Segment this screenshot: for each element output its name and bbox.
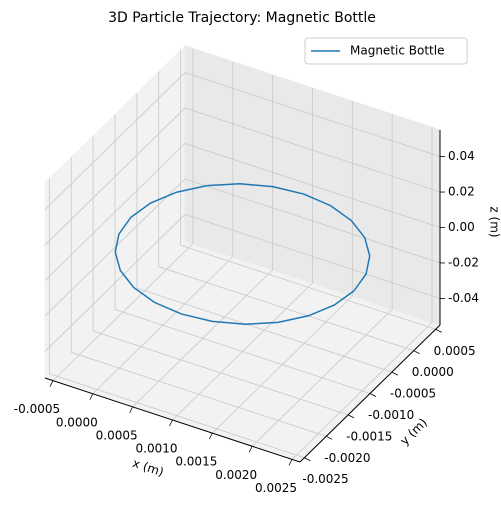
tick-mark — [326, 435, 333, 440]
grid-line — [184, 107, 441, 193]
tick-mark — [169, 419, 173, 427]
grid-line — [184, 178, 441, 264]
grid-line — [44, 178, 186, 317]
y-tick-label: -0.0015 — [346, 429, 392, 443]
trajectory-line — [114, 182, 371, 326]
tick-mark — [288, 459, 293, 466]
x-tick-label: 0.0005 — [96, 428, 138, 442]
grid-line — [44, 143, 186, 281]
z-axis-label: z (m) — [488, 206, 501, 237]
y-tick-label: 0.0000 — [412, 365, 454, 379]
grid-line — [184, 214, 441, 299]
tick-mark — [391, 371, 399, 376]
tick-mark — [347, 414, 355, 419]
x-axis — [44, 377, 301, 463]
tick-mark — [129, 406, 134, 414]
y-tick-label: -0.0020 — [324, 451, 370, 465]
grid-line — [71, 351, 327, 437]
tick-mark — [248, 446, 253, 453]
y-tick-label: -0.0005 — [390, 387, 436, 401]
grid-line — [44, 214, 186, 352]
tick-mark — [49, 380, 54, 387]
grid-line — [92, 330, 349, 416]
x-tick-label: 0.0025 — [255, 481, 297, 495]
x-tick-label: 0.0010 — [136, 442, 178, 456]
grid-line — [158, 266, 414, 352]
chart-title: 3D Particle Trajectory: Magnetic Bottle — [108, 10, 376, 26]
legend-label: Magnetic Bottle — [350, 44, 444, 58]
y-tick-label: -0.0025 — [302, 472, 348, 486]
tick-mark — [208, 432, 213, 440]
z-tick-label: -0.04 — [448, 291, 479, 305]
grid-line — [49, 373, 305, 459]
x-tick-label: 0.0020 — [215, 468, 257, 482]
tick-mark — [413, 350, 420, 355]
x-tick-label: -0.0005 — [14, 402, 60, 416]
tick-mark — [89, 393, 94, 400]
grid-line — [136, 287, 393, 373]
legend-box — [304, 37, 468, 65]
tick-mark — [435, 328, 442, 333]
grid-line — [44, 107, 186, 246]
z-tick-label: 0.00 — [448, 220, 475, 234]
grid-line — [180, 244, 436, 330]
y-tick-label: 0.0005 — [434, 344, 476, 358]
grid-line — [184, 143, 441, 228]
z-tick-label: -0.02 — [448, 255, 479, 269]
tick-mark — [369, 393, 377, 397]
x-tick-label: 0.0000 — [56, 415, 98, 429]
y-tick-label: -0.0010 — [368, 408, 414, 422]
tick-mark — [304, 457, 311, 462]
grid-line — [114, 309, 371, 394]
legend: Magnetic Bottle — [304, 37, 468, 65]
z-tick-label: 0.02 — [448, 185, 475, 199]
z-tick-label: 0.04 — [448, 149, 475, 163]
y-axis — [299, 324, 441, 463]
grid-line — [44, 72, 186, 210]
x-tick-label: 0.0015 — [175, 455, 217, 469]
x-axis-label: x (m) — [131, 456, 166, 479]
grid-line — [184, 72, 441, 157]
